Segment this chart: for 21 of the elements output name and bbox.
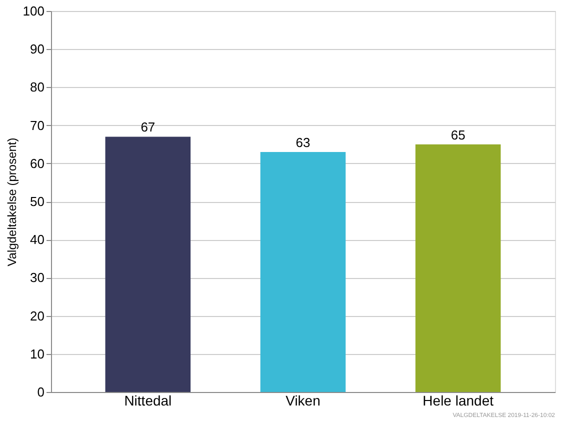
y-tick-label: 60	[30, 156, 44, 171]
x-tick-label: Nittedal	[124, 392, 172, 408]
y-axis-title: Valgdeltakelse (prosent)	[4, 138, 19, 266]
data-label: 67	[140, 120, 156, 135]
data-label: 63	[296, 134, 310, 150]
y-tick-label: 50	[30, 194, 44, 209]
y-tick-label: 70	[30, 118, 44, 133]
y-tick-label: 30	[30, 270, 44, 286]
y-tick-label: 100	[22, 4, 44, 18]
y-tick-label: 40	[30, 232, 44, 248]
x-tick-label: Hele landet	[422, 392, 494, 408]
y-tick-label: 80	[30, 80, 44, 95]
y-tick-label: 90	[30, 42, 44, 57]
bar	[415, 144, 501, 392]
bar	[105, 136, 191, 392]
y-tick-label: 0	[37, 384, 44, 400]
x-tick-label: Viken	[286, 392, 320, 408]
y-tick-label: 10	[30, 346, 44, 362]
y-tick-label: 20	[30, 308, 44, 324]
bar	[260, 152, 346, 392]
data-label: 65	[450, 127, 466, 142]
